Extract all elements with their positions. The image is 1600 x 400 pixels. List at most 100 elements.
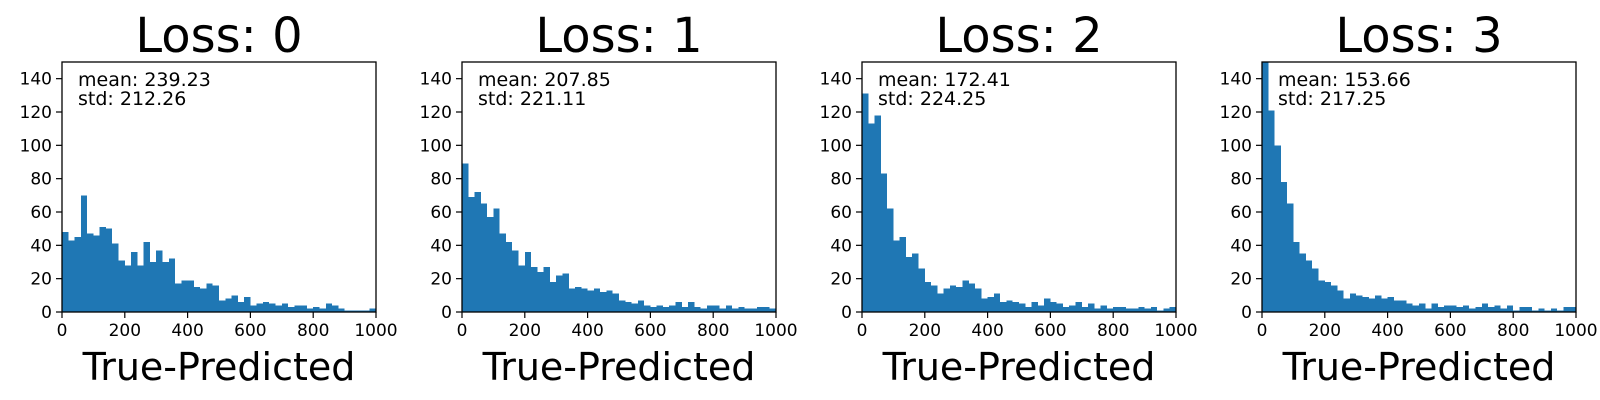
histogram-bar — [231, 295, 238, 312]
histogram-bar — [931, 285, 938, 312]
histogram-bar — [912, 253, 919, 312]
histogram-bar — [1106, 308, 1114, 312]
x-tick-label: 1000 — [1554, 321, 1597, 341]
histogram-bar — [612, 293, 619, 312]
histogram-bar — [956, 287, 963, 312]
histogram-bar — [962, 280, 969, 312]
chart-title: Loss: 3 — [1335, 8, 1502, 64]
histogram-bar — [143, 242, 150, 312]
y-tick-label: 120 — [20, 103, 52, 123]
std-annotation: std: 221.11 — [478, 88, 586, 110]
histogram-bar — [1262, 62, 1269, 312]
histogram-bar — [700, 308, 707, 312]
histogram-bar — [1031, 302, 1038, 312]
histogram-bar — [874, 115, 881, 312]
histogram-bar — [332, 305, 339, 312]
x-tick-label: 200 — [109, 321, 141, 341]
x-tick-label: 800 — [697, 321, 729, 341]
histogram-bar — [487, 217, 494, 312]
histogram-bar — [1050, 302, 1057, 312]
histogram-bar — [893, 240, 900, 312]
histogram-bar — [1494, 305, 1501, 312]
histogram-bar — [118, 260, 125, 312]
histogram-bar — [518, 265, 525, 312]
histogram-bar — [1356, 295, 1363, 312]
y-tick-label: 100 — [20, 136, 52, 156]
histogram-bar — [918, 268, 925, 312]
histogram-bar — [556, 275, 563, 312]
histogram-bar — [1100, 305, 1107, 312]
histogram-bar — [237, 302, 245, 312]
histogram-bar — [1343, 298, 1350, 312]
histogram-bar — [1569, 307, 1576, 312]
histogram-bar — [350, 310, 358, 312]
mean-annotation: mean: 172.41 — [878, 69, 1011, 91]
histogram-bar — [105, 228, 113, 312]
y-tick-label: 80 — [30, 170, 52, 190]
histogram-bar — [880, 173, 888, 312]
histogram-bar — [256, 303, 263, 312]
histogram-bar — [1119, 307, 1126, 312]
plot-frame — [61, 61, 377, 313]
histogram-bar — [669, 305, 676, 312]
x-tick-label: 400 — [171, 321, 203, 341]
histogram-bar — [1469, 308, 1476, 312]
histogram-bar — [480, 203, 488, 312]
y-tick-label: 140 — [1220, 70, 1252, 90]
histogram-panel-2: 0 200 400 600 800 1000 0 20 40 60 80 100 120 140 mean:… — [820, 8, 1198, 389]
histogram-bar — [987, 297, 994, 312]
histogram-bar — [1132, 308, 1139, 312]
histogram-bar — [1393, 300, 1401, 312]
y-tick-label: 120 — [820, 103, 852, 123]
histogram-bar — [706, 305, 714, 312]
histogram-bar — [1075, 302, 1082, 312]
histogram-bar — [968, 283, 976, 312]
histogram-bar — [1506, 305, 1514, 312]
histogram-bar — [156, 250, 163, 312]
histogram-bar — [99, 227, 106, 312]
histogram-bar — [1462, 305, 1470, 312]
histogram-bar — [575, 287, 582, 312]
histogram-bar — [505, 242, 513, 312]
x-tick-label: 0 — [857, 321, 868, 341]
std-annotation: std: 224.25 — [878, 88, 986, 110]
histogram-bar — [1519, 307, 1526, 312]
histogram-bar — [1062, 307, 1070, 312]
x-tick-label: 0 — [57, 321, 68, 341]
histogram-bar — [275, 305, 282, 312]
histogram-bar — [1513, 310, 1520, 312]
histogram-bar — [725, 305, 733, 312]
x-axis-label: True-Predicted — [82, 345, 356, 389]
histogram-bar — [319, 308, 326, 312]
histogram-bar — [1318, 280, 1325, 312]
x-tick-label: 800 — [297, 321, 329, 341]
x-tick-label: 0 — [1257, 321, 1268, 341]
histogram-bar — [587, 290, 594, 312]
histogram-bar — [769, 308, 776, 312]
histogram-bar — [193, 287, 201, 312]
histogram-bar — [1138, 307, 1145, 312]
x-axis-label: True-Predicted — [482, 345, 756, 389]
x-tick-label: 0 — [457, 321, 468, 341]
histogram-bar — [493, 208, 500, 312]
histogram-bar — [1525, 307, 1533, 312]
histogram-bar — [905, 257, 913, 312]
y-tick-label: 100 — [820, 136, 852, 156]
histogram-bar — [1019, 303, 1026, 312]
histogram-bar — [206, 283, 213, 312]
histogram-bar — [357, 310, 364, 312]
y-tick-label: 60 — [1230, 203, 1252, 223]
histogram-bar — [1056, 303, 1063, 312]
histogram-bar — [87, 233, 94, 312]
x-tick-label: 600 — [1434, 321, 1466, 341]
histogram-bar — [294, 305, 301, 312]
y-tick-label: 60 — [830, 203, 852, 223]
histogram-bar — [581, 288, 588, 312]
histogram-bar — [1094, 308, 1101, 312]
histogram-bar — [1444, 305, 1451, 312]
histogram-bar — [1157, 310, 1164, 312]
histogram-bar — [719, 308, 726, 312]
histogram-bar — [593, 288, 601, 312]
histogram-bar — [187, 280, 194, 312]
histogram-bar — [1550, 308, 1558, 312]
